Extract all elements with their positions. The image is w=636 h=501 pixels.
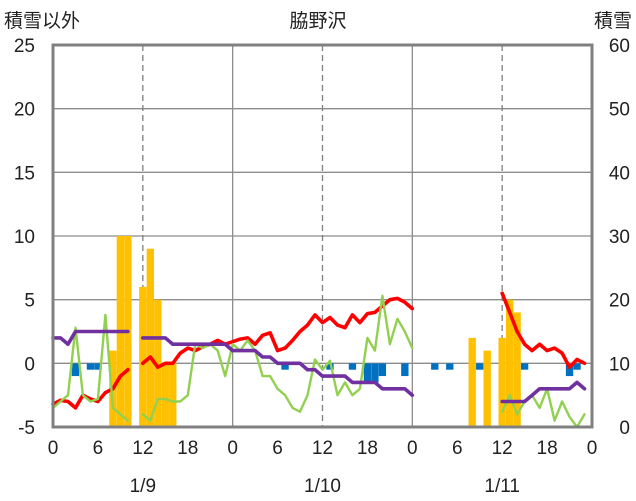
sunshine-line — [141, 336, 415, 398]
x-axis-ticks: 0 6 12 18 0 6 12 18 0 6 12 18 0 — [48, 438, 598, 459]
x-tick-label: 6 — [272, 438, 283, 459]
snow_depth-bar — [154, 299, 162, 427]
temperature-line — [51, 367, 130, 410]
precipitation-bar — [71, 363, 80, 377]
snow_depth-bar — [169, 363, 177, 427]
precipitation-bar — [476, 363, 484, 370]
precipitation-bar — [281, 363, 289, 370]
right-axis-ticks: 60 50 40 30 20 10 0 — [609, 36, 630, 439]
x-tick-label: 6 — [452, 438, 463, 459]
right-tick-label: 60 — [609, 36, 630, 57]
snow_depth-bar — [483, 350, 491, 427]
plot-frame — [51, 43, 594, 429]
right-tick-label: 0 — [619, 418, 630, 439]
right-tick-label: 40 — [609, 163, 630, 184]
precipitation-bar — [371, 363, 379, 383]
date-labels: 1/9 1/10 1/11 — [130, 476, 520, 497]
left-tick-label: 20 — [14, 100, 35, 121]
x-tick-label: 18 — [177, 438, 198, 459]
precipitation-bar — [520, 363, 529, 370]
precipitation-bar — [378, 363, 387, 377]
snow_depth-bar — [498, 337, 506, 427]
precipitation-bar — [348, 363, 357, 370]
x-tick-label: 12 — [312, 438, 333, 459]
x-tick-label: 18 — [537, 438, 558, 459]
precipitation-bar — [446, 363, 454, 370]
x-tick-label: 0 — [227, 438, 238, 459]
precipitation-bar — [326, 363, 334, 370]
wind-line — [501, 387, 586, 429]
x-tick-label: 18 — [357, 438, 378, 459]
precipitation-bar — [363, 363, 372, 383]
date-label: 1/11 — [484, 476, 520, 497]
temperature-line — [141, 296, 415, 370]
sunshine-line — [51, 329, 130, 347]
precipitation-bar — [86, 363, 95, 370]
right-tick-label: 30 — [609, 227, 630, 248]
x-tick-label: 0 — [48, 438, 59, 459]
snow_depth-bar — [161, 363, 169, 427]
x-tick-label: 6 — [93, 438, 104, 459]
wind-line — [141, 294, 414, 422]
right-axis-label: 積雪 — [594, 10, 632, 32]
date-label: 1/9 — [130, 476, 156, 497]
plot-marks — [51, 236, 587, 429]
x-tick-label: 0 — [407, 438, 418, 459]
left-tick-label: 10 — [14, 227, 35, 248]
right-tick-label: 10 — [609, 354, 630, 375]
left-tick-label: 0 — [24, 354, 35, 375]
temperature-line — [500, 291, 587, 370]
x-tick-label: 12 — [132, 438, 153, 459]
snow_depth-bar — [139, 286, 147, 427]
sunshine-line — [500, 380, 587, 404]
left-axis-ticks: 25 20 15 10 5 0 -5 — [14, 36, 35, 439]
right-tick-label: 50 — [609, 100, 630, 121]
right-tick-label: 20 — [609, 291, 630, 312]
left-tick-label: 25 — [14, 36, 35, 57]
snow_depth-bar — [468, 337, 476, 427]
chart-title: 脇野沢 — [289, 10, 346, 32]
precipitation-bar — [431, 363, 439, 370]
left-tick-label: 5 — [24, 291, 35, 312]
wind-line — [51, 313, 130, 422]
precipitation-bar — [573, 363, 581, 370]
left-axis-label: 積雪以外 — [4, 10, 80, 32]
precipitation-bar — [94, 363, 102, 370]
x-tick-label: 12 — [492, 438, 513, 459]
snow_depth-bar — [505, 299, 514, 427]
x-tick-label: 0 — [587, 438, 598, 459]
date-label: 1/10 — [304, 476, 341, 497]
precipitation-bar — [565, 363, 574, 377]
precipitation-bar — [401, 363, 409, 377]
snow_depth-bar — [513, 312, 521, 427]
left-tick-label: 15 — [14, 163, 35, 184]
left-tick-label: -5 — [18, 418, 35, 439]
